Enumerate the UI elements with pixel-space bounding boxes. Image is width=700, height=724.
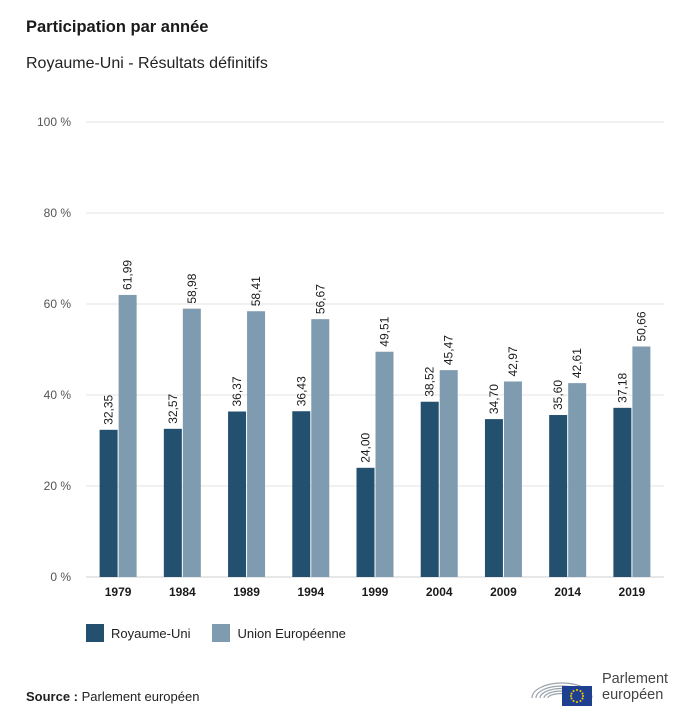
bar-chart: 0 % 20 % 40 % 60 % 80 % 100 % 32,35 61,99 1979 32… xyxy=(37,115,664,599)
chart-title: Participation par année xyxy=(26,18,209,36)
data-label-eu: 58,98 xyxy=(185,273,199,303)
bar-uk xyxy=(613,407,632,577)
x-tick-label: 2019 xyxy=(619,585,646,599)
logo-line2: européen xyxy=(602,687,664,703)
source-note: Source : Parlement européen xyxy=(26,689,199,704)
bar-uk xyxy=(292,411,311,577)
eu-stars-icon xyxy=(570,689,584,703)
data-label-uk: 36,37 xyxy=(230,376,244,406)
bar-uk xyxy=(484,419,503,577)
bar-uk xyxy=(99,429,118,577)
data-label-uk: 38,52 xyxy=(423,366,437,396)
data-label-eu: 50,66 xyxy=(634,311,648,341)
legend-swatch-uk xyxy=(86,624,104,642)
legend-label-uk: Royaume-Uni xyxy=(111,625,191,641)
data-label-uk: 36,43 xyxy=(294,376,308,406)
data-label-uk: 24,00 xyxy=(359,432,373,462)
x-tick-label: 1984 xyxy=(169,585,196,599)
bar-eu xyxy=(503,381,522,577)
chart-subtitle: Royaume-Uni - Résultats définitifs xyxy=(26,55,268,72)
legend-label-eu: Union Européenne xyxy=(237,625,346,641)
bar-uk xyxy=(549,415,568,577)
data-label-eu: 42,97 xyxy=(506,346,520,376)
bar-eu xyxy=(375,351,394,577)
data-label-eu: 42,61 xyxy=(570,348,584,378)
legend-item-uk: Royaume-Uni xyxy=(86,624,190,642)
x-tick-label: 1979 xyxy=(105,585,132,599)
bar-eu xyxy=(311,319,330,577)
source-label: Source : xyxy=(26,689,79,704)
data-label-uk: 34,70 xyxy=(487,384,501,414)
legend-item-eu: Union Européenne xyxy=(212,624,346,642)
data-label-eu: 58,41 xyxy=(249,276,263,306)
data-label-uk: 35,60 xyxy=(551,380,565,410)
y-tick-label: 20 % xyxy=(44,479,72,493)
legend-swatch-eu xyxy=(212,624,231,642)
y-tick-label: 100 % xyxy=(37,115,71,129)
y-tick-label: 40 % xyxy=(44,388,72,402)
logo-text: Parlement européen xyxy=(602,671,668,703)
x-tick-label: 1999 xyxy=(362,585,389,599)
x-tick-label: 1994 xyxy=(297,585,324,599)
bar-eu xyxy=(568,383,587,577)
data-label-uk: 32,35 xyxy=(102,394,116,424)
eu-flag-icon xyxy=(562,686,592,706)
data-label-uk: 32,57 xyxy=(166,393,180,423)
x-tick-label: 2014 xyxy=(554,585,581,599)
bar-uk xyxy=(163,428,182,577)
logo-line1: Parlement xyxy=(602,671,669,687)
data-label-eu: 49,51 xyxy=(378,316,392,346)
data-label-eu: 56,67 xyxy=(313,284,327,314)
bar-uk xyxy=(420,401,439,577)
bar-eu xyxy=(439,370,458,577)
data-label-eu: 45,47 xyxy=(442,335,456,365)
x-tick-label: 2009 xyxy=(490,585,517,599)
y-tick-label: 80 % xyxy=(44,206,72,220)
y-tick-label: 60 % xyxy=(44,297,72,311)
legend: Royaume-Uni Union Européenne xyxy=(86,624,368,642)
bar-eu xyxy=(632,346,651,577)
bar-eu xyxy=(118,294,137,577)
bar-eu xyxy=(247,311,266,577)
y-tick-label: 0 % xyxy=(50,570,71,584)
data-label-eu: 61,99 xyxy=(121,260,135,290)
x-tick-label: 1989 xyxy=(233,585,260,599)
x-tick-label: 2004 xyxy=(426,585,453,599)
source-value: Parlement européen xyxy=(81,689,200,704)
data-label-uk: 37,18 xyxy=(615,372,629,402)
parliament-logo xyxy=(531,682,593,706)
bar-eu xyxy=(182,308,201,577)
bar-uk xyxy=(228,411,247,577)
bar-uk xyxy=(356,467,375,577)
